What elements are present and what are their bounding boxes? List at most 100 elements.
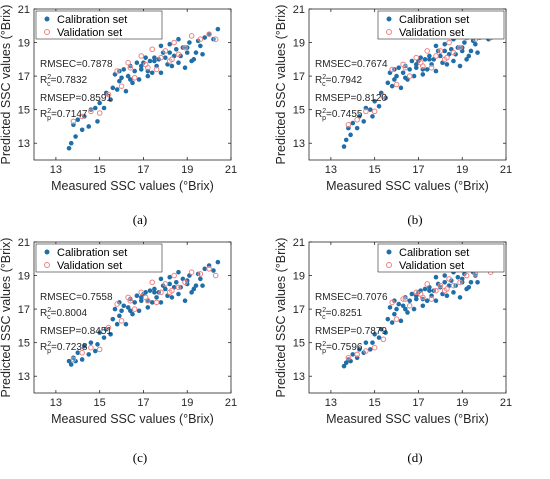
calibration-point bbox=[202, 35, 208, 40]
calibration-point bbox=[191, 286, 197, 292]
calibration-point bbox=[145, 73, 151, 79]
r-symbol: R bbox=[315, 342, 322, 353]
legend-validation-label: Validation set bbox=[399, 260, 464, 272]
y-tick-label: 19 bbox=[293, 38, 305, 50]
validation-point bbox=[406, 73, 413, 79]
calibration-point bbox=[112, 306, 118, 312]
validation-point bbox=[446, 39, 452, 46]
calibration-point bbox=[202, 266, 208, 272]
x-tick-label: 15 bbox=[369, 164, 381, 176]
calibration-point bbox=[86, 124, 92, 129]
validation-point bbox=[171, 272, 177, 279]
validation-point bbox=[402, 64, 409, 71]
calibration-point bbox=[187, 40, 192, 45]
calibration-point bbox=[350, 352, 356, 357]
calibration-point bbox=[424, 298, 430, 304]
calibration-point bbox=[176, 60, 181, 65]
calibration-point bbox=[121, 67, 127, 72]
x-tick-label: 15 bbox=[369, 397, 381, 409]
y-axis-label: Predicted SSC values (°Brix) bbox=[0, 238, 13, 398]
validation-point bbox=[433, 53, 439, 59]
calibration-point bbox=[167, 41, 173, 47]
x-tick-label: 21 bbox=[225, 164, 237, 176]
validation-point bbox=[149, 279, 155, 286]
calibration-point bbox=[444, 293, 450, 298]
validation-point bbox=[142, 61, 149, 68]
calibration-point bbox=[451, 58, 456, 64]
validation-point bbox=[450, 49, 457, 56]
r-symbol: R bbox=[315, 75, 322, 86]
validation-point bbox=[96, 110, 103, 116]
calibration-point bbox=[117, 78, 122, 84]
calibration-point bbox=[387, 305, 393, 310]
validation-point bbox=[444, 54, 450, 61]
validation-point bbox=[175, 284, 182, 291]
calibration-point bbox=[466, 285, 472, 290]
rmsec-text: RMSEC=0.7674 bbox=[315, 59, 388, 70]
calibration-point bbox=[420, 296, 426, 302]
calibration-point bbox=[433, 43, 439, 49]
calibration-point bbox=[411, 73, 417, 79]
calibration-point bbox=[211, 268, 216, 273]
subscript: p bbox=[322, 115, 326, 122]
calibration-point bbox=[176, 36, 181, 42]
validation-point bbox=[371, 108, 378, 115]
y-axis-label: Predicted SSC values (°Brix) bbox=[0, 5, 13, 165]
subscript: p bbox=[47, 348, 51, 355]
calibration-point bbox=[383, 330, 388, 335]
calibration-point bbox=[176, 291, 181, 297]
subscript: p bbox=[322, 348, 326, 355]
calibration-point bbox=[176, 269, 181, 275]
validation-point bbox=[153, 66, 160, 73]
x-tick-label: 19 bbox=[456, 397, 468, 409]
legend-validation-marker bbox=[44, 262, 50, 268]
calibration-point bbox=[400, 303, 406, 309]
calibration-point bbox=[68, 362, 74, 367]
validation-point bbox=[428, 64, 435, 71]
calibration-point bbox=[143, 55, 148, 60]
y-tick-label: 13 bbox=[18, 138, 30, 150]
x-tick-label: 13 bbox=[325, 397, 337, 409]
superscript: 2 bbox=[322, 74, 326, 81]
calibration-point bbox=[407, 67, 412, 72]
y-tick-label: 21 bbox=[18, 4, 30, 16]
validation-point bbox=[162, 48, 169, 54]
validation-point bbox=[457, 44, 463, 51]
subscript: c bbox=[47, 81, 51, 88]
subscript: c bbox=[47, 314, 51, 321]
validation-point bbox=[197, 36, 204, 43]
validation-point bbox=[402, 296, 409, 302]
calibration-point bbox=[152, 58, 157, 64]
validation-point bbox=[142, 294, 149, 301]
calibration-point bbox=[184, 50, 190, 55]
calibration-point bbox=[130, 311, 135, 317]
rp2-text: R2 p=0.7147 bbox=[40, 108, 88, 122]
calibration-point bbox=[198, 276, 203, 282]
calibration-point bbox=[108, 97, 113, 102]
rc2-value: =0.8004 bbox=[51, 308, 88, 319]
calibration-point bbox=[149, 70, 155, 76]
y-tick-label: 15 bbox=[18, 105, 30, 117]
x-axis-label: Measured SSC values (°Brix) bbox=[51, 412, 214, 426]
calibration-point bbox=[422, 57, 428, 62]
calibration-point bbox=[182, 298, 188, 304]
y-tick-label: 13 bbox=[293, 138, 305, 150]
validation-point bbox=[393, 81, 400, 88]
calibration-point bbox=[418, 55, 423, 60]
validation-point bbox=[354, 116, 360, 123]
legend-calibration-label: Calibration set bbox=[399, 247, 469, 259]
calibration-point bbox=[389, 83, 395, 89]
calibration-point bbox=[420, 303, 426, 309]
calibration-point bbox=[119, 75, 124, 81]
y-tick-label: 21 bbox=[18, 237, 30, 249]
r-symbol: R bbox=[315, 109, 322, 120]
calibration-point bbox=[468, 279, 474, 285]
calibration-point bbox=[400, 70, 406, 76]
calibration-point bbox=[427, 288, 432, 293]
validation-point bbox=[138, 289, 145, 296]
validation-point bbox=[450, 282, 457, 289]
calibration-point bbox=[193, 283, 199, 288]
calibration-point bbox=[119, 308, 124, 314]
